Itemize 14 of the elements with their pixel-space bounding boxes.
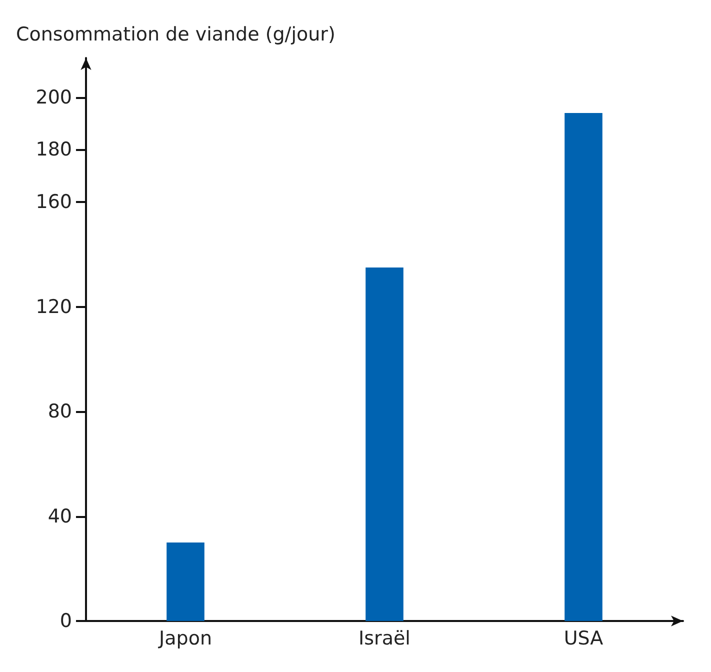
x-tick-label: Japon <box>158 628 212 650</box>
y-tick-label: 160 <box>36 191 72 214</box>
y-tick-label: 40 <box>48 505 72 528</box>
bar <box>564 112 602 621</box>
y-tick-label: 120 <box>36 296 72 318</box>
y-tick-label: 180 <box>36 138 72 161</box>
x-tick-label: Israël <box>358 628 410 650</box>
bar <box>166 542 204 621</box>
bar <box>366 267 404 621</box>
y-tick-label: 0 <box>60 610 72 632</box>
y-axis-title: Consommation de viande (g/jour) <box>16 24 336 46</box>
y-tick-label: 200 <box>36 86 72 108</box>
x-tick-label: USA <box>564 628 604 650</box>
y-tick-label: 80 <box>48 400 72 423</box>
